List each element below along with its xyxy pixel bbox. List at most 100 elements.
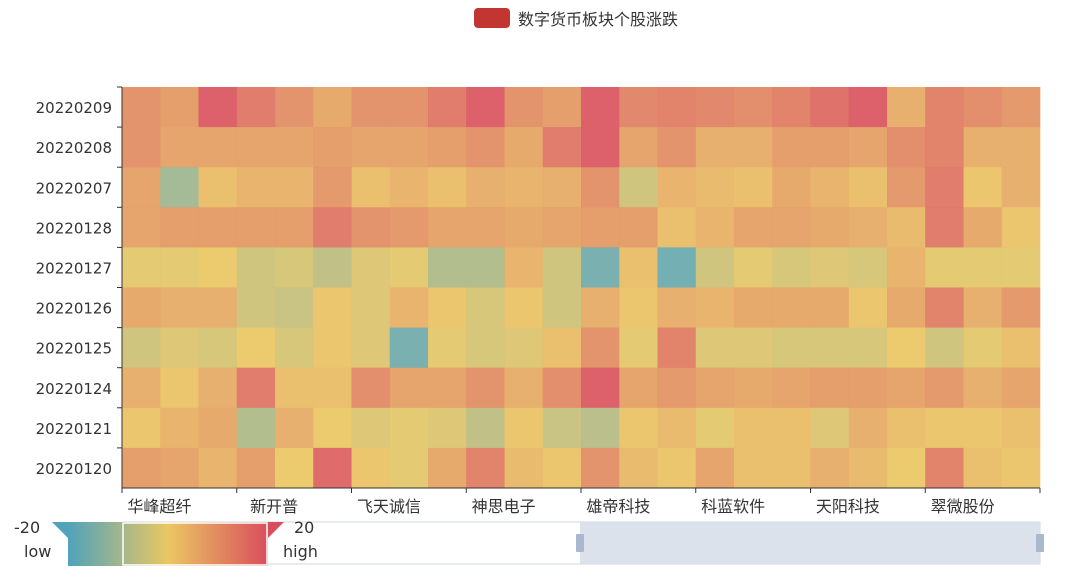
heatmap-cell bbox=[619, 207, 658, 248]
heatmap-cell bbox=[734, 287, 773, 328]
heatmap-cell bbox=[236, 327, 276, 368]
heatmap-cell bbox=[466, 327, 505, 368]
heatmap-cell bbox=[925, 87, 964, 128]
heatmap-cell bbox=[236, 447, 276, 489]
heatmap-cell bbox=[657, 127, 697, 168]
heatmap-cell bbox=[619, 367, 658, 409]
heatmap-cell bbox=[963, 327, 1003, 368]
heatmap-cell bbox=[657, 87, 697, 128]
y-axis-label: 20220127 bbox=[36, 259, 112, 277]
heatmap-cell bbox=[848, 327, 888, 368]
visual-map bbox=[52, 521, 1044, 566]
heatmap-cell bbox=[236, 367, 276, 409]
heatmap-cell bbox=[313, 327, 352, 368]
heatmap-cell bbox=[313, 447, 352, 489]
heatmap-cell bbox=[581, 247, 620, 288]
heatmap-cell bbox=[160, 87, 199, 128]
heatmap-cell bbox=[351, 207, 391, 248]
heatmap-cell bbox=[1001, 247, 1041, 288]
heatmap-cell bbox=[428, 447, 467, 489]
heatmap-cell bbox=[734, 207, 773, 248]
heatmap-cell bbox=[542, 447, 582, 489]
heatmap-cell bbox=[198, 447, 238, 489]
heatmap-cell bbox=[581, 87, 620, 128]
heatmap-cell bbox=[848, 87, 888, 128]
heatmap-cell bbox=[236, 247, 276, 288]
heatmap-cell bbox=[122, 167, 161, 208]
x-axis-label: 神思电子 bbox=[472, 497, 536, 516]
visual-map-low-handle[interactable] bbox=[52, 522, 68, 538]
heatmap-cell bbox=[657, 247, 697, 288]
heatmap-cell bbox=[122, 87, 161, 128]
heatmap-cell bbox=[810, 167, 850, 208]
heatmap-cell bbox=[236, 207, 276, 248]
heatmap-cell bbox=[810, 247, 850, 288]
heatmap-cell bbox=[581, 207, 620, 248]
heatmap-cell bbox=[542, 367, 582, 409]
heatmap-cell bbox=[122, 127, 161, 168]
heatmap-cell bbox=[810, 447, 850, 489]
heatmap-cell bbox=[734, 407, 773, 449]
heatmap-cell bbox=[351, 447, 391, 489]
heatmap-cell bbox=[275, 87, 314, 128]
heatmap-cell bbox=[887, 407, 926, 449]
heatmap-cell bbox=[581, 327, 620, 368]
heatmap-cell bbox=[504, 247, 544, 288]
heatmap-cell bbox=[275, 247, 314, 288]
heatmap-cell bbox=[772, 167, 811, 208]
heatmap-cell bbox=[772, 447, 811, 489]
heatmap-cell bbox=[657, 287, 697, 328]
heatmap-cell bbox=[963, 447, 1003, 489]
heatmap-cell bbox=[848, 367, 888, 409]
heatmap-cell bbox=[695, 207, 735, 248]
heatmap-cell bbox=[198, 87, 238, 128]
heatmap-cell bbox=[428, 367, 467, 409]
heatmap-cell bbox=[848, 167, 888, 208]
x-axis-label: 科蓝软件 bbox=[701, 497, 765, 516]
visual-map-max-label: 20 bbox=[294, 518, 315, 537]
heatmap-cell bbox=[925, 127, 964, 168]
heatmap-cell bbox=[695, 127, 735, 168]
heatmap-cell bbox=[734, 447, 773, 489]
heatmap-cell bbox=[772, 367, 811, 409]
heatmap-cell bbox=[1001, 407, 1041, 449]
heatmap-cell bbox=[504, 367, 544, 409]
heatmap-cell bbox=[198, 287, 238, 328]
heatmap-cells bbox=[122, 87, 1041, 489]
y-axis-label: 20220121 bbox=[36, 420, 112, 438]
heatmap-cell bbox=[389, 367, 429, 409]
heatmap-cell bbox=[198, 327, 238, 368]
heatmap-cell bbox=[848, 207, 888, 248]
legend-swatch bbox=[474, 8, 510, 28]
heatmap-cell bbox=[160, 167, 199, 208]
heatmap-cell bbox=[466, 407, 505, 449]
heatmap-cell bbox=[504, 407, 544, 449]
heatmap-cell bbox=[122, 287, 161, 328]
zoom-handle[interactable] bbox=[1036, 534, 1044, 552]
heatmap-cell bbox=[925, 367, 964, 409]
zoom-handle[interactable] bbox=[576, 534, 584, 552]
y-axis-label: 20220207 bbox=[36, 179, 112, 197]
visual-map-high-handle[interactable] bbox=[268, 522, 284, 538]
heatmap-cell bbox=[122, 367, 161, 409]
heatmap-cell bbox=[313, 127, 352, 168]
heatmap-cell bbox=[772, 127, 811, 168]
heatmap-cell bbox=[389, 207, 429, 248]
heatmap-cell bbox=[275, 207, 314, 248]
x-axis-label: 翠微股份 bbox=[931, 497, 995, 516]
heatmap-cell bbox=[963, 127, 1003, 168]
heatmap-cell bbox=[619, 447, 658, 489]
heatmap-cell bbox=[542, 247, 582, 288]
heatmap-cell bbox=[772, 207, 811, 248]
heatmap-cell bbox=[925, 407, 964, 449]
heatmap-cell bbox=[389, 167, 429, 208]
chart-legend[interactable]: 数字货币板块个股涨跌 bbox=[474, 6, 678, 30]
y-axis-label: 20220124 bbox=[36, 380, 112, 398]
heatmap-cell bbox=[542, 327, 582, 368]
heatmap-cell bbox=[428, 407, 467, 449]
heatmap-cell bbox=[122, 447, 161, 489]
heatmap-cell bbox=[275, 367, 314, 409]
heatmap-cell bbox=[619, 127, 658, 168]
heatmap-cell bbox=[772, 287, 811, 328]
heatmap-cell bbox=[466, 447, 505, 489]
